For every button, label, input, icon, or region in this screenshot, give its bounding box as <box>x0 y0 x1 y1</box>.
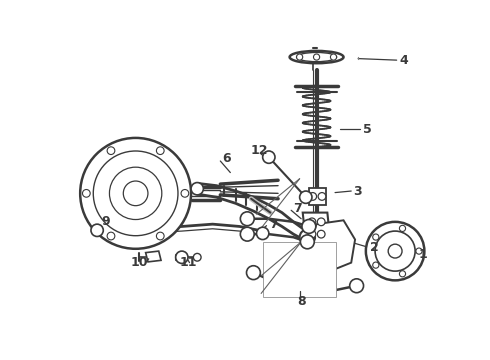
Circle shape <box>107 232 115 240</box>
Circle shape <box>308 230 316 238</box>
Circle shape <box>366 222 424 280</box>
Text: 5: 5 <box>363 123 371 136</box>
Text: 8: 8 <box>297 296 306 309</box>
Circle shape <box>156 232 164 240</box>
Circle shape <box>194 253 201 261</box>
Circle shape <box>399 271 406 277</box>
Circle shape <box>91 224 103 237</box>
Circle shape <box>318 218 325 226</box>
Circle shape <box>300 230 315 245</box>
Circle shape <box>318 230 325 238</box>
Circle shape <box>107 147 115 154</box>
Circle shape <box>350 279 364 293</box>
Circle shape <box>296 54 303 60</box>
Circle shape <box>176 251 188 264</box>
Circle shape <box>416 248 422 254</box>
Circle shape <box>330 54 337 60</box>
Polygon shape <box>311 220 355 270</box>
Ellipse shape <box>290 51 343 63</box>
Circle shape <box>240 227 254 241</box>
Circle shape <box>302 220 316 233</box>
Circle shape <box>82 189 90 197</box>
Polygon shape <box>303 213 330 242</box>
Circle shape <box>308 218 316 226</box>
Text: 7: 7 <box>294 202 302 215</box>
Circle shape <box>318 193 326 200</box>
Circle shape <box>191 183 203 195</box>
Circle shape <box>240 212 254 226</box>
Text: 1: 1 <box>418 248 427 261</box>
Circle shape <box>156 147 164 154</box>
Circle shape <box>80 138 191 249</box>
Text: 4: 4 <box>399 54 408 67</box>
Circle shape <box>388 244 402 258</box>
Polygon shape <box>309 188 326 205</box>
Circle shape <box>399 225 406 231</box>
Circle shape <box>263 151 275 163</box>
Ellipse shape <box>296 53 337 62</box>
Text: 12: 12 <box>250 144 268 157</box>
Circle shape <box>246 266 260 280</box>
Text: 6: 6 <box>222 152 231 165</box>
Text: 10: 10 <box>130 256 148 269</box>
Circle shape <box>314 54 319 60</box>
Text: 2: 2 <box>370 241 379 254</box>
Text: 7: 7 <box>269 218 277 231</box>
Circle shape <box>257 227 269 239</box>
Circle shape <box>300 191 312 203</box>
Text: 3: 3 <box>354 185 362 198</box>
Polygon shape <box>263 242 336 297</box>
Circle shape <box>300 235 314 249</box>
Circle shape <box>373 262 379 268</box>
Text: 11: 11 <box>179 256 197 269</box>
Circle shape <box>181 189 189 197</box>
Circle shape <box>109 167 162 220</box>
Circle shape <box>373 234 379 240</box>
Circle shape <box>375 231 415 271</box>
Polygon shape <box>146 251 161 262</box>
Text: 9: 9 <box>101 215 110 228</box>
Circle shape <box>309 193 317 200</box>
Circle shape <box>123 181 148 206</box>
Circle shape <box>93 151 178 236</box>
